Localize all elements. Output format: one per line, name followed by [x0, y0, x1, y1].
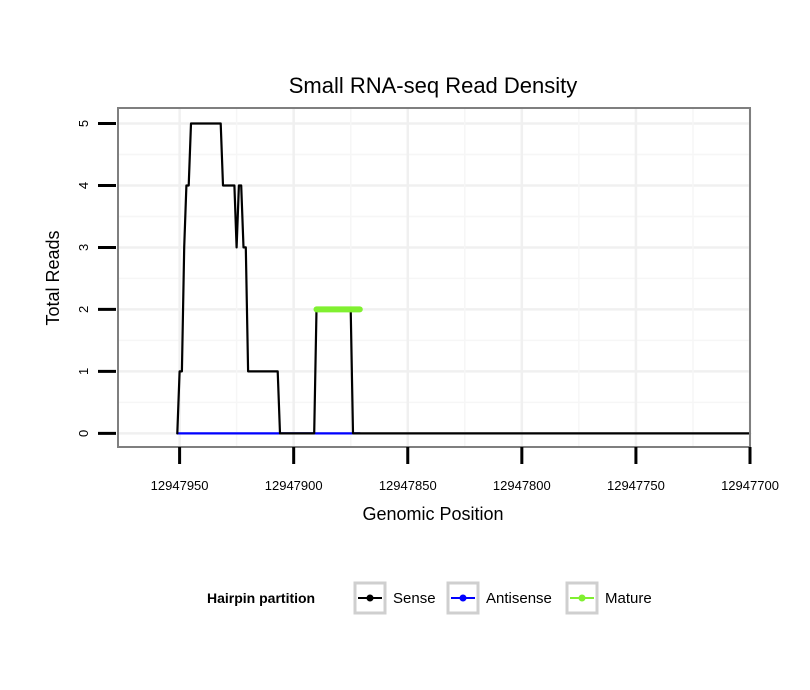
legend-key-dot — [459, 594, 467, 602]
x-tick-label: 12947800 — [493, 478, 551, 493]
legend-title: Hairpin partition — [207, 590, 315, 606]
y-tick-label: 4 — [76, 182, 91, 189]
x-tick-label: 12947850 — [379, 478, 437, 493]
legend-label: Antisense — [486, 590, 552, 607]
y-tick-label: 1 — [76, 368, 91, 375]
series-layer — [176, 122, 752, 435]
y-tick-label: 5 — [76, 120, 91, 127]
plot-border — [117, 107, 751, 448]
chart-title: Small RNA-seq Read Density — [289, 73, 578, 98]
legend-key-dot — [366, 594, 374, 602]
legend-entry-mature: Mature — [565, 581, 652, 615]
grid-lines — [118, 108, 752, 447]
legend: Hairpin partition Sense Antisense Mature — [207, 581, 652, 615]
y-axis-title: Total Reads — [43, 230, 63, 325]
legend-key-dot — [578, 594, 586, 602]
x-axis: 12947950 12947900 12947850 12947800 12947750… — [151, 447, 779, 493]
y-tick-label: 2 — [76, 306, 91, 313]
x-tick-label: 12947700 — [721, 478, 779, 493]
series-line-sense — [176, 122, 752, 435]
x-axis-title: Genomic Position — [362, 504, 503, 524]
y-axis: 0 1 2 3 4 5 — [76, 120, 116, 437]
x-tick-label: 12947900 — [265, 478, 323, 493]
legend-entry-sense: Sense — [353, 581, 436, 615]
x-tick-label: 12947750 — [607, 478, 665, 493]
y-tick-label: 3 — [76, 244, 91, 251]
x-tick-label: 12947950 — [151, 478, 209, 493]
legend-label: Sense — [393, 590, 436, 607]
legend-label: Mature — [605, 590, 652, 607]
legend-entry-antisense: Antisense — [446, 581, 552, 615]
y-tick-label: 0 — [76, 430, 91, 437]
